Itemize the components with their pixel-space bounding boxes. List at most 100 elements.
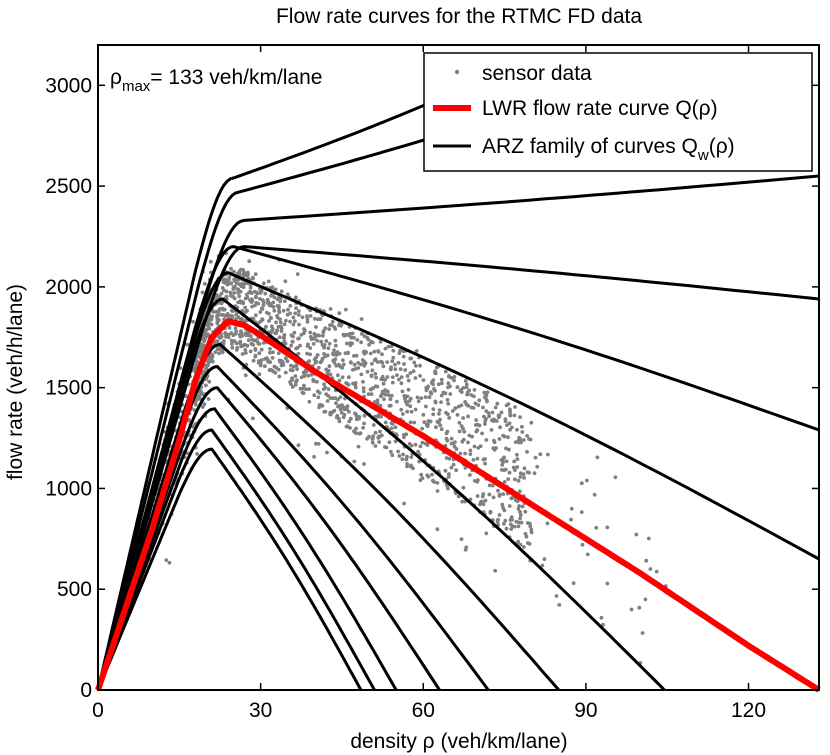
sensor-point [373, 430, 378, 435]
sensor-point [474, 418, 479, 422]
sensor-point [370, 436, 375, 440]
sensor-point [257, 351, 262, 356]
sensor-point [330, 410, 335, 414]
sensor-point [277, 310, 282, 315]
sensor-point [348, 341, 353, 345]
sensor-point [266, 279, 271, 284]
sensor-point [480, 494, 485, 499]
sensor-point [245, 270, 250, 275]
sensor-point [413, 376, 418, 380]
sensor-point [419, 472, 424, 477]
sensor-point [437, 420, 441, 425]
sensor-point [412, 420, 417, 425]
sensor-point [408, 356, 413, 361]
sensor-point [337, 311, 342, 316]
sensor-point [289, 368, 294, 372]
sensor-point [504, 526, 509, 531]
sensor-point [247, 290, 252, 295]
sensor-point [452, 378, 456, 383]
sensor-point [503, 518, 508, 523]
sensor-point [233, 284, 237, 289]
sensor-point [322, 343, 327, 347]
sensor-point [378, 339, 383, 344]
sensor-point [405, 402, 409, 407]
sensor-point [193, 402, 198, 407]
sensor-point [256, 301, 261, 306]
legend-arz-subscript: w [697, 147, 709, 164]
sensor-point [238, 329, 243, 333]
sensor-point [471, 458, 476, 462]
sensor-point [496, 488, 500, 493]
sensor-point [613, 475, 618, 480]
sensor-point [605, 525, 610, 530]
sensor-point [327, 327, 331, 331]
sensor-point [233, 326, 238, 331]
sensor-point [296, 443, 301, 448]
y-tick-label: 1500 [45, 377, 92, 400]
sensor-point [521, 438, 526, 442]
sensor-point [238, 339, 243, 344]
sensor-point [489, 428, 494, 432]
sensor-point [485, 390, 490, 395]
sensor-point [502, 480, 507, 484]
sensor-point [241, 285, 246, 290]
sensor-point [515, 499, 520, 504]
sensor-point [249, 297, 254, 302]
sensor-point [333, 338, 338, 343]
sensor-point [207, 355, 212, 359]
sensor-point [313, 361, 318, 365]
sensor-point [337, 403, 342, 408]
sensor-point [605, 581, 610, 586]
sensor-point [508, 413, 513, 418]
sensor-point [483, 395, 487, 400]
sensor-point [525, 470, 530, 474]
sensor-point [449, 436, 454, 441]
sensor-point [362, 421, 366, 426]
sensor-point [509, 425, 514, 430]
sensor-point [358, 431, 363, 436]
y-axis-label: flow rate (veh/h/lane) [4, 284, 27, 480]
sensor-point [294, 306, 298, 310]
sensor-point [375, 398, 380, 403]
sensor-point [332, 325, 337, 330]
sensor-point [518, 415, 522, 419]
sensor-point [352, 459, 357, 464]
sensor-point [259, 347, 264, 352]
sensor-point [376, 436, 381, 440]
sensor-point [457, 420, 462, 425]
sensor-point [398, 367, 403, 371]
sensor-point [227, 277, 231, 282]
sensor-point [634, 532, 639, 537]
sensor-point [401, 354, 406, 359]
sensor-point [496, 413, 501, 418]
x-tick-label: 120 [731, 699, 766, 722]
sensor-point [409, 409, 414, 414]
sensor-point [347, 409, 351, 414]
sensor-point [507, 421, 512, 426]
sensor-point [240, 352, 245, 356]
sensor-point [478, 502, 482, 507]
sensor-point [346, 375, 351, 380]
sensor-point [259, 288, 264, 293]
sensor-point [248, 334, 253, 338]
sensor-point [241, 343, 245, 348]
sensor-point [361, 389, 366, 394]
sensor-point [290, 339, 295, 344]
sensor-point [345, 404, 350, 409]
sensor-point [500, 502, 505, 507]
sensor-point [484, 409, 489, 413]
sensor-point [643, 597, 648, 602]
sensor-point [318, 360, 323, 365]
sensor-point [459, 403, 464, 408]
sensor-point [646, 536, 651, 541]
sensor-point [205, 334, 210, 339]
sensor-point [217, 318, 221, 322]
sensor-point [351, 367, 355, 372]
sensor-point [330, 323, 334, 327]
sensor-point [359, 372, 364, 377]
sensor-point [230, 342, 234, 346]
sensor-point [361, 350, 366, 354]
sensor-point [380, 352, 384, 357]
sensor-point [359, 340, 363, 345]
